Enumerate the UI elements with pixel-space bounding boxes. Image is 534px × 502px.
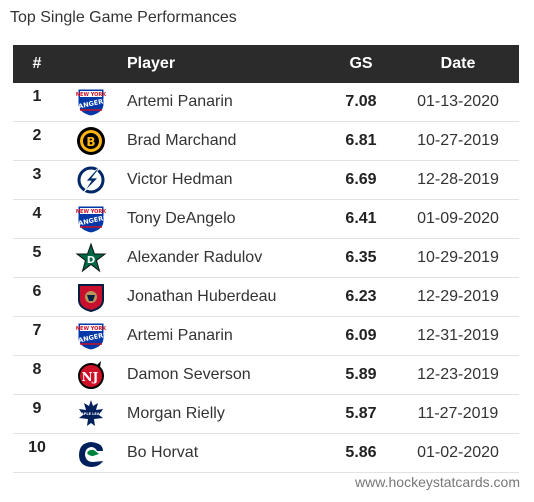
row-player[interactable]: Alexander Radulov <box>127 249 263 266</box>
rangers-logo-icon: NEW YORK RANGERS <box>75 203 107 235</box>
row-rank: 6 <box>32 283 42 300</box>
row-date: 01-09-2020 <box>417 210 499 227</box>
table-header: # Player GS Date <box>13 45 519 83</box>
row-date: 10-29-2019 <box>417 249 499 266</box>
row-rank: 8 <box>32 361 42 378</box>
table-row[interactable]: 2 B Brad Marchand 6.81 10-27-2019 <box>13 122 519 161</box>
row-rank: 9 <box>32 400 42 417</box>
maple-leafs-logo-icon: MAPLE LEAFS <box>75 398 107 430</box>
source-footer: www.hockeystatcards.com <box>355 474 520 490</box>
table-row[interactable]: 6 Jonathan Huberdeau 6.23 12-29-2019 <box>13 278 519 317</box>
table-row[interactable]: 4 NEW YORK RANGERS Tony DeAngelo 6.41 01-09-2… <box>13 200 519 239</box>
devils-logo-icon: NJ <box>75 359 107 391</box>
header-player[interactable]: Player <box>127 55 176 72</box>
row-rank: 2 <box>32 127 42 144</box>
row-date: 01-02-2020 <box>417 444 499 461</box>
svg-text:B: B <box>86 135 95 149</box>
row-gs: 6.69 <box>345 171 377 188</box>
table-body: 1 NEW YORK RANGERS Artemi Panarin 7.08 01-13-… <box>13 83 519 473</box>
row-rank: 4 <box>32 205 42 222</box>
performance-table: # Player GS Date 1 NEW YORK RANGERS Artemi … <box>13 45 519 473</box>
row-gs: 5.89 <box>345 366 377 383</box>
table-row[interactable]: 1 NEW YORK RANGERS Artemi Panarin 7.08 01-13-… <box>13 83 519 122</box>
table-row[interactable]: 10 Bo Horvat 5.86 01-02-2020 <box>13 434 519 473</box>
row-rank: 5 <box>32 244 42 261</box>
table-row[interactable]: 9 MAPLE LEAFS Morgan Rielly 5.87 11-27-2019 <box>13 395 519 434</box>
table-row[interactable]: 3 Victor Hedman 6.69 12-28-2019 <box>13 161 519 200</box>
table-row[interactable]: 8 NJ Damon Severson 5.89 12-23-2019 <box>13 356 519 395</box>
row-date: 12-28-2019 <box>417 171 499 188</box>
bruins-logo-icon: B <box>75 125 107 157</box>
page-title: Top Single Game Performances <box>10 9 237 26</box>
svg-text:D: D <box>87 255 95 266</box>
row-gs: 6.23 <box>345 288 377 305</box>
row-player[interactable]: Tony DeAngelo <box>127 210 236 227</box>
row-player[interactable]: Jonathan Huberdeau <box>127 288 277 305</box>
stars-logo-icon: D <box>75 242 107 274</box>
table-row[interactable]: 5 D Alexander Radulov 6.35 10-29-2019 <box>13 239 519 278</box>
svg-text:NJ: NJ <box>82 370 99 384</box>
row-rank: 7 <box>32 322 42 339</box>
row-gs: 5.87 <box>345 405 377 422</box>
header-gs[interactable]: GS <box>349 55 373 72</box>
svg-text:MAPLE LEAFS: MAPLE LEAFS <box>78 412 105 416</box>
svg-text:NEW YORK: NEW YORK <box>76 209 107 215</box>
svg-text:NEW YORK: NEW YORK <box>76 92 107 98</box>
row-gs: 6.41 <box>345 210 377 227</box>
row-date: 01-13-2020 <box>417 93 499 110</box>
row-gs: 6.09 <box>345 327 377 344</box>
rangers-logo-icon: NEW YORK RANGERS <box>75 320 107 352</box>
row-player[interactable]: Artemi Panarin <box>127 327 233 344</box>
row-gs: 7.08 <box>345 93 377 110</box>
row-date: 11-27-2019 <box>417 405 499 422</box>
row-rank: 3 <box>32 166 42 183</box>
row-rank: 10 <box>28 439 46 456</box>
row-date: 12-31-2019 <box>417 327 499 344</box>
row-gs: 6.35 <box>345 249 377 266</box>
row-date: 12-29-2019 <box>417 288 499 305</box>
canucks-logo-icon <box>75 437 107 469</box>
row-date: 12-23-2019 <box>417 366 499 383</box>
row-player[interactable]: Victor Hedman <box>127 171 233 188</box>
row-player[interactable]: Bo Horvat <box>127 444 199 461</box>
row-date: 10-27-2019 <box>417 132 499 149</box>
row-player[interactable]: Artemi Panarin <box>127 93 233 110</box>
header-date[interactable]: Date <box>440 55 476 72</box>
row-rank: 1 <box>32 88 42 105</box>
row-player[interactable]: Damon Severson <box>127 366 251 383</box>
lightning-logo-icon <box>75 164 107 196</box>
row-player[interactable]: Brad Marchand <box>127 132 237 149</box>
table-row[interactable]: 7 NEW YORK RANGERS Artemi Panarin 6.09 12-31-… <box>13 317 519 356</box>
row-player[interactable]: Morgan Rielly <box>127 405 225 422</box>
rangers-logo-icon: NEW YORK RANGERS <box>75 86 107 118</box>
row-gs: 6.81 <box>345 132 377 149</box>
header-rank[interactable]: # <box>32 55 42 72</box>
panthers-logo-icon <box>75 281 107 313</box>
row-gs: 5.86 <box>345 444 377 461</box>
svg-text:NEW YORK: NEW YORK <box>76 326 107 332</box>
